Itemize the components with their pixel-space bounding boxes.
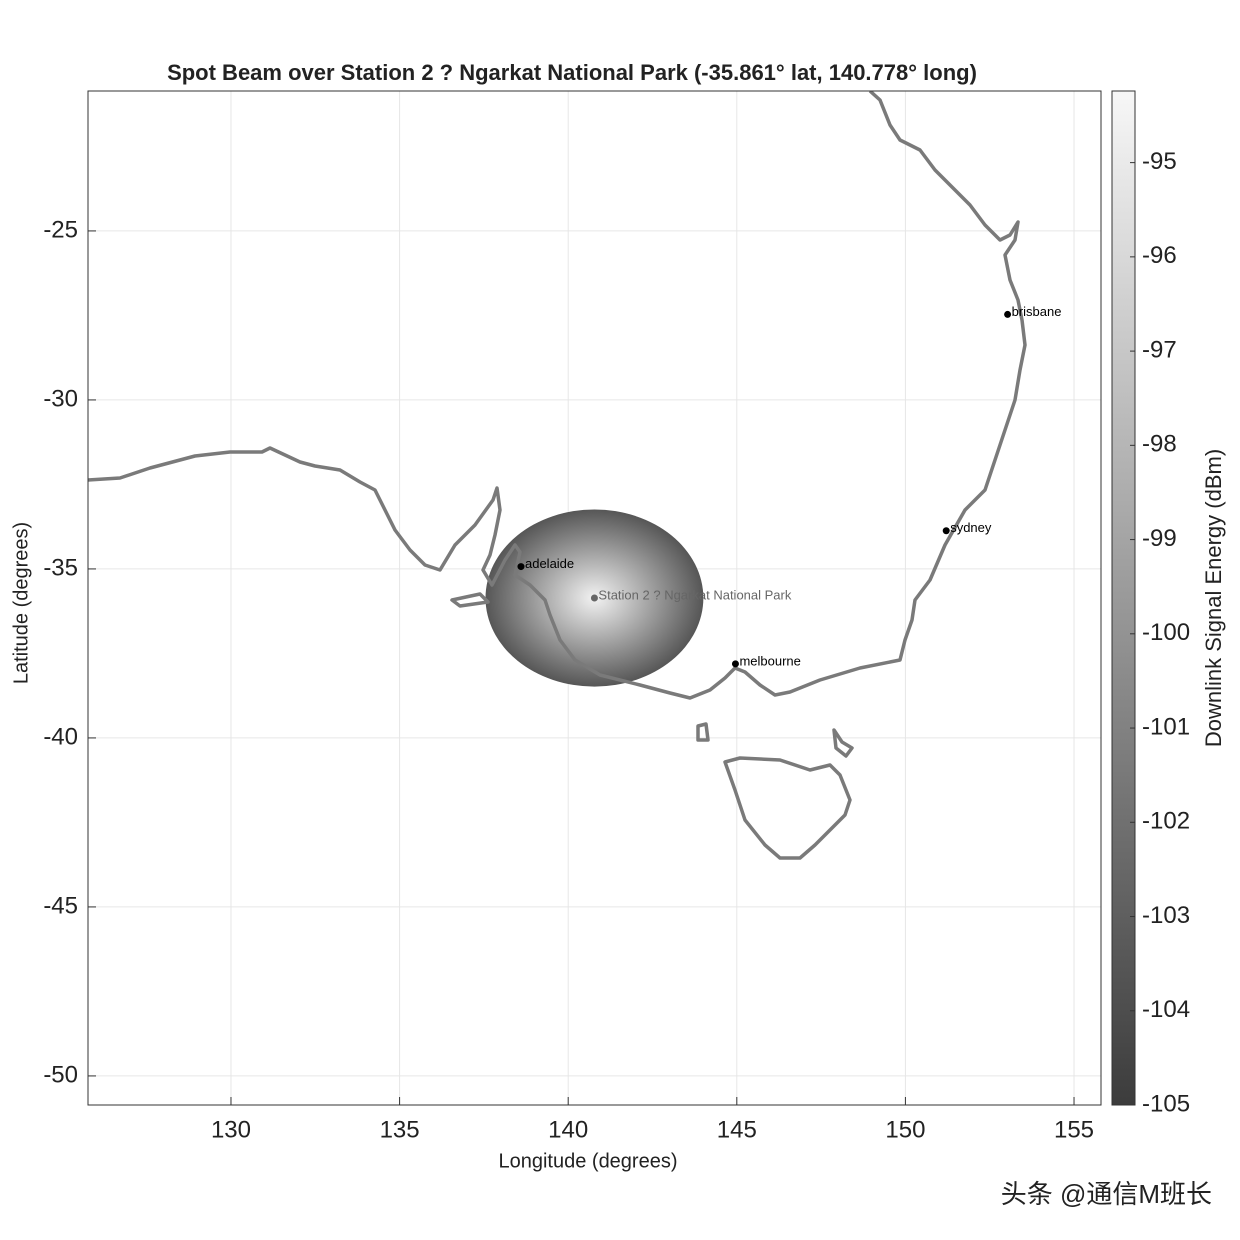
colorbar-tick-label: -104	[1142, 996, 1190, 1023]
colorbar-tick-label: -98	[1142, 431, 1177, 458]
city-marker	[942, 527, 950, 535]
x-tick-label: 135	[380, 1116, 420, 1143]
city-marker	[1004, 310, 1012, 318]
y-tick-label: -25	[43, 216, 78, 243]
kangaroo-island	[450, 592, 490, 608]
mainland-coast	[88, 91, 1027, 700]
colorbar-tick-label: -105	[1142, 1090, 1190, 1117]
y-tick-label: -35	[43, 554, 78, 581]
tasmania	[723, 756, 852, 860]
chart-title: Spot Beam over Station 2 ? Ngarkat Natio…	[167, 60, 977, 85]
colorbar-tick-label: -97	[1142, 336, 1177, 363]
city-marker	[731, 660, 739, 668]
watermark: 头条 @通信M班长	[1001, 1179, 1212, 1209]
city-label: brisbane	[1012, 304, 1062, 319]
flinders-island	[832, 728, 854, 758]
coastline	[88, 91, 1027, 860]
colorbar-label: Downlink Signal Energy (dBm)	[1201, 449, 1226, 747]
x-tick-label: 140	[548, 1116, 588, 1143]
colorbar-tick-label: -99	[1142, 525, 1177, 552]
x-tick-label: 155	[1054, 1116, 1094, 1143]
y-tick-label: -45	[43, 892, 78, 919]
city-label: Station 2 ? Ngarkat National Park	[598, 587, 791, 602]
king-island	[696, 722, 710, 742]
y-tick-label: -50	[43, 1061, 78, 1088]
city-marker	[517, 563, 525, 571]
y-tick-label: -40	[43, 723, 78, 750]
colorbar-tick-label: -95	[1142, 148, 1177, 175]
city-label: sydney	[950, 520, 992, 535]
points-layer: adelaide Station 2 ? Ngarkat National Par…	[517, 304, 1061, 668]
colorbar-tick-label: -96	[1142, 242, 1177, 269]
colorbar-tick-label: -100	[1142, 619, 1190, 646]
axes-box	[87, 90, 1102, 1106]
city-label: melbourne	[739, 653, 800, 668]
x-tick-label: 145	[717, 1116, 757, 1143]
x-axis-label: Longitude (degrees)	[498, 1150, 677, 1172]
colorbar-tick-label: -101	[1142, 713, 1190, 740]
y-tick-label: -30	[43, 385, 78, 412]
y-axis-label: Latitude (degrees)	[10, 522, 32, 684]
colorbar	[1111, 90, 1136, 1106]
colorbar-tick-label: -103	[1142, 902, 1190, 929]
x-tick-label: 130	[211, 1116, 251, 1143]
city-label: adelaide	[525, 556, 574, 571]
colorbar-tick-label: -102	[1142, 808, 1190, 835]
x-tick-label: 150	[885, 1116, 925, 1143]
city-marker	[590, 594, 598, 602]
